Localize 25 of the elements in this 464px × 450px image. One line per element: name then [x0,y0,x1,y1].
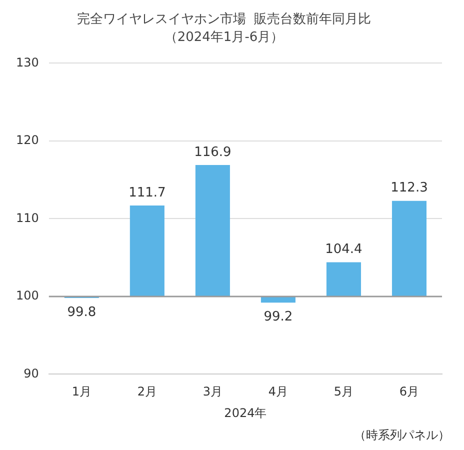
chart-subtitle: （2024年1月-6月） [164,30,284,45]
bar [195,165,230,296]
data-label: 99.8 [67,304,96,320]
bar [130,205,164,296]
text: （時系列パネル） [354,427,450,444]
y-tick-label: 110 [16,210,39,225]
bar [326,262,361,296]
x-tick-label: 4月 [268,384,288,399]
data-label: 112.3 [390,180,428,196]
x-axis-title: 2024年 [224,406,267,420]
data-label: 111.7 [128,185,166,200]
x-tick-label: 2月 [137,384,157,399]
x-tick-label: 5月 [334,384,354,399]
y-tick-label: 90 [24,366,39,380]
y-tick-label: 100 [16,288,39,303]
x-tick-label: 1月 [72,384,92,399]
data-label: 116.9 [194,144,232,160]
bar [392,200,427,296]
chart-title: 完全ワイヤレスイヤホン市場 販売台数前年同月比 [76,11,372,28]
data-label: 104.4 [325,242,362,258]
y-tick-label: 130 [16,55,39,70]
data-label: 99.2 [264,310,293,325]
x-tick-label: 6月 [399,384,420,399]
x-tick-label: 3月 [202,384,223,399]
y-tick-label: 120 [16,133,39,148]
